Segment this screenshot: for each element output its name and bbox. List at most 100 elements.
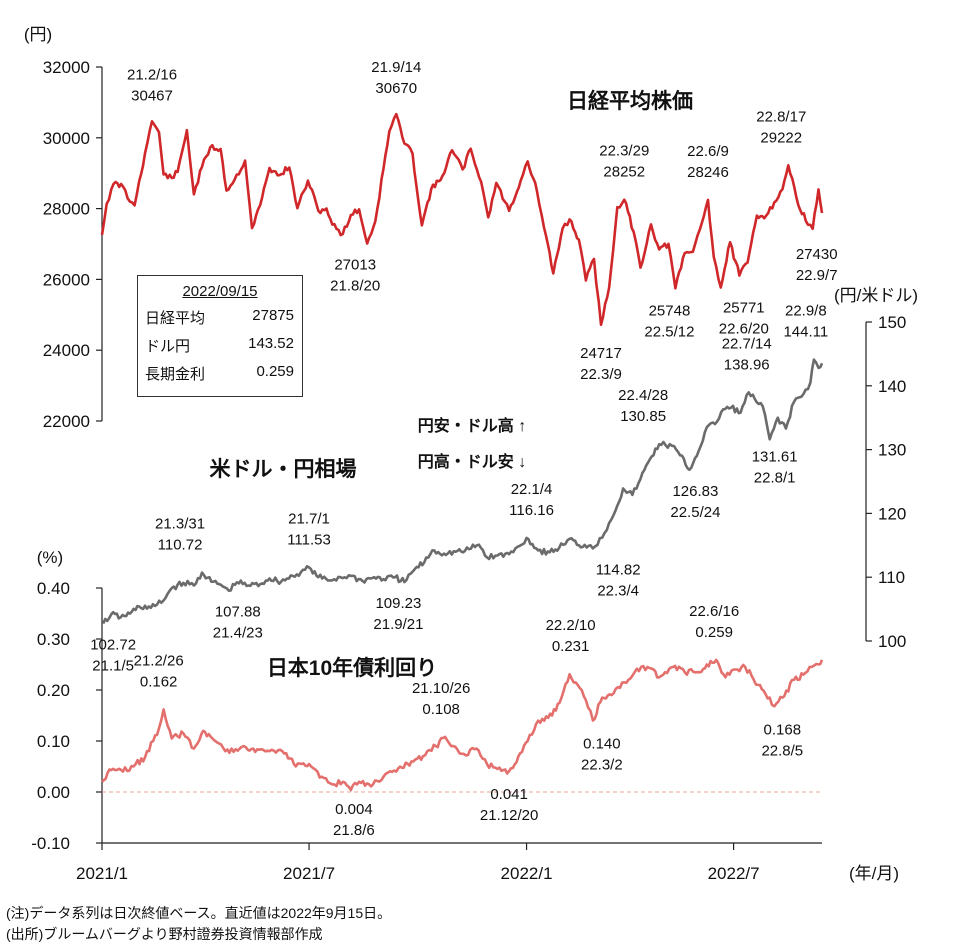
data-label: 22.6/9 — [687, 143, 729, 160]
usdjpy-tick-label: 100 — [878, 632, 906, 651]
nikkei-tick-label: 22000 — [43, 412, 90, 431]
usdjpy-tick-label: 130 — [878, 441, 906, 460]
data-label: 22.5/12 — [644, 323, 694, 340]
data-label: 21.7/1 — [288, 510, 330, 527]
summary-value: 27875 — [252, 307, 294, 324]
series-line-jgb10 — [101, 658, 824, 792]
data-label: 21.10/26 — [412, 680, 470, 697]
data-label: 21.3/31 — [155, 516, 205, 533]
data-label: 28246 — [687, 164, 729, 181]
data-label: 25748 — [649, 302, 691, 319]
data-label: 0.041 — [490, 786, 528, 803]
data-label: 22.3/2 — [581, 757, 623, 774]
data-label: 21.8/20 — [330, 278, 380, 295]
data-label: 114.82 — [596, 561, 641, 578]
data-label: 27013 — [334, 257, 376, 274]
data-label: 22.3/4 — [597, 582, 639, 599]
summary-value: 0.259 — [256, 363, 294, 380]
data-label: 22.8/1 — [754, 469, 796, 486]
nikkei-tick-label: 24000 — [43, 341, 90, 360]
data-label: 22.3/29 — [599, 143, 649, 160]
usdjpy-title: 米ドル・円相場 — [210, 457, 357, 481]
data-label: 0.162 — [140, 673, 178, 690]
data-label: 102.72 — [90, 637, 136, 654]
data-label: 21.12/20 — [480, 807, 538, 824]
data-label: 22.9/8 — [785, 303, 827, 320]
jgb10-tick-label: 0.00 — [37, 783, 70, 802]
data-label: 28252 — [603, 164, 645, 181]
data-label: 22.3/9 — [580, 366, 622, 383]
series-line-usdjpy — [102, 358, 824, 625]
jgb10-title: 日本10年債利回り — [267, 656, 437, 680]
data-label: 21.9/21 — [373, 616, 423, 633]
data-label: 22.6/20 — [719, 321, 769, 338]
usdjpy-tick-label: 120 — [878, 504, 906, 523]
data-label: 116.16 — [509, 502, 554, 519]
summary-row-usdjpy: ドル円 143.52 — [138, 335, 302, 356]
data-label: 21.1/5 — [92, 658, 134, 675]
data-label: 110.72 — [158, 537, 203, 554]
data-label: 0.140 — [583, 736, 621, 753]
data-label: 27430 — [796, 246, 838, 263]
usdjpy-tick-label: 150 — [878, 313, 906, 332]
data-label: 144.11 — [783, 324, 828, 341]
x-tick-label: 2021/1 — [76, 864, 128, 883]
data-label: 138.96 — [724, 356, 770, 373]
legend-yen-strong: 円高・ドル安 ↓ — [418, 452, 526, 471]
data-label: 22.6/16 — [689, 603, 739, 620]
x-tick-label: 2021/7 — [283, 864, 335, 883]
summary-row-nikkei: 日経平均 27875 — [138, 307, 302, 328]
data-label: 107.88 — [215, 604, 261, 621]
jgb10-tick-label: 0.30 — [37, 630, 70, 649]
data-label: 0.004 — [335, 801, 373, 818]
annotation-layer: 21.2/16 30467 21.9/14 30670 27013 21.8/20 22.3… — [90, 59, 837, 839]
summary-value: 143.52 — [248, 335, 294, 352]
usdjpy-tick-label: 140 — [878, 377, 906, 396]
data-label: 22.9/7 — [796, 267, 838, 284]
data-label: 0.108 — [422, 701, 460, 718]
data-label: 22.1/4 — [511, 481, 553, 498]
footnote: (注)データ系列は日次終値ベース。直近値は2022年9月15日。 — [6, 905, 392, 921]
jgb10-tick-label: 0.40 — [37, 579, 70, 598]
data-label: 22.5/24 — [670, 504, 720, 521]
jgb10-tick-label: 0.20 — [37, 681, 70, 700]
legend-yen-weak: 円安・ドル高 ↑ — [418, 416, 526, 435]
data-label: 131.61 — [752, 448, 798, 465]
data-label: 111.53 — [287, 531, 331, 548]
data-label: 0.259 — [695, 624, 733, 641]
data-label: 22.8/17 — [756, 108, 806, 125]
nikkei-tick-label: 28000 — [43, 200, 90, 219]
usdjpy-tick-label: 110 — [878, 568, 905, 587]
data-label: 29222 — [760, 129, 802, 146]
summary-label: 日経平均 — [145, 310, 206, 327]
nikkei-tick-label: 32000 — [43, 58, 90, 77]
jgb10-tick-label: 0.10 — [37, 732, 70, 751]
data-label: 21.9/14 — [371, 59, 421, 76]
series-layer — [100, 112, 824, 792]
data-label: 22.8/5 — [761, 742, 803, 759]
data-label: 126.83 — [672, 483, 718, 500]
summary-box: 2022/09/15 日経平均 27875 ドル円 143.52 長期金利 0.… — [137, 275, 303, 397]
jgb10-axis-unit: (%) — [37, 548, 63, 567]
nikkei-tick-label: 30000 — [43, 129, 90, 148]
nikkei-axis-unit: (円) — [24, 25, 52, 44]
series-line-nikkei — [100, 112, 824, 327]
data-label: 109.23 — [375, 595, 421, 612]
data-label: 0.168 — [764, 721, 802, 738]
nikkei-title: 日経平均株価 — [567, 89, 693, 113]
data-label: 21.2/16 — [127, 66, 177, 83]
summary-date: 2022/09/15 — [182, 283, 258, 300]
data-label: 22.2/10 — [546, 617, 596, 634]
summary-label: ドル円 — [145, 338, 191, 355]
data-label: 21.4/23 — [213, 625, 263, 642]
data-label: 0.231 — [552, 638, 590, 655]
usdjpy-axis-unit: (円/米ドル) — [834, 286, 918, 305]
x-tick-label: 2022/7 — [708, 864, 760, 883]
jgb10-tick-label: -0.10 — [31, 834, 70, 853]
nikkei-tick-label: 26000 — [43, 270, 90, 289]
data-label: 21.8/6 — [333, 822, 375, 839]
axes-layer: 22000 24000 26000 28000 30000 32000 (円) 100 110 1… — [24, 25, 918, 883]
data-label: 30467 — [131, 87, 173, 104]
x-axis-unit: (年/月) — [849, 864, 899, 883]
